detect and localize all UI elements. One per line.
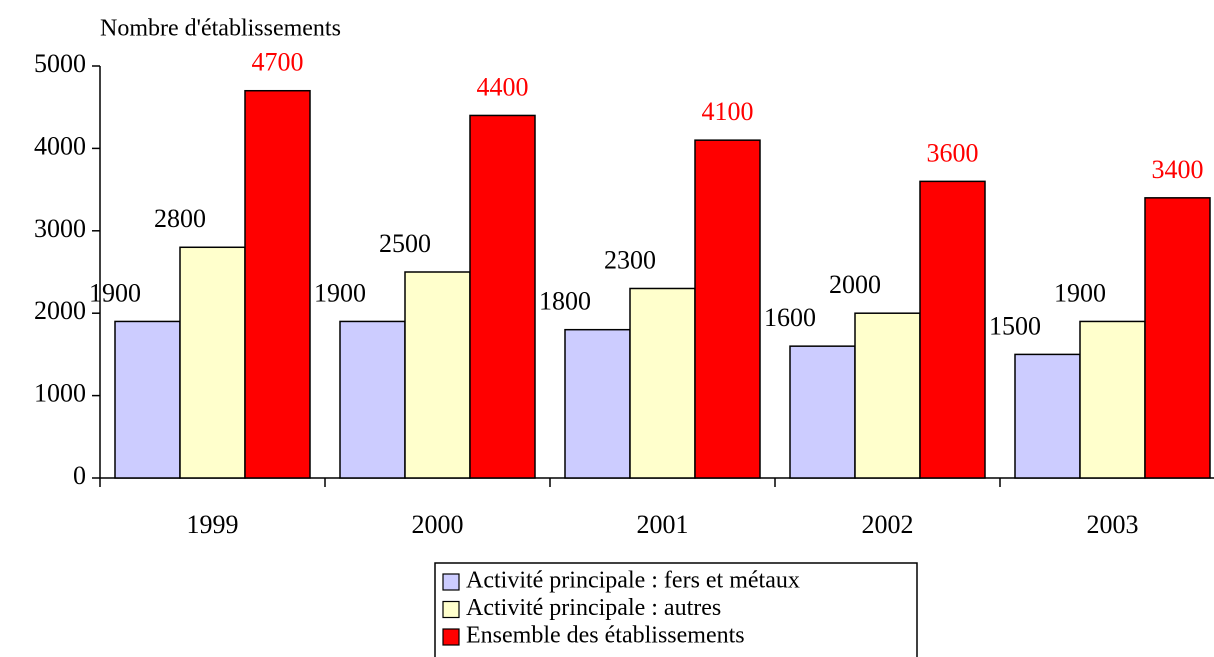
legend-box: [434, 562, 918, 657]
legend-swatch: [442, 573, 460, 591]
data-label: 2300: [604, 245, 656, 274]
legend-label: Ensemble des établissements: [466, 623, 745, 649]
data-label: 1800: [539, 287, 591, 316]
data-label: 1900: [314, 278, 366, 307]
y-tick-label: 3000: [34, 214, 86, 243]
bar: [789, 345, 856, 479]
bar: [1014, 353, 1081, 479]
data-label: 3400: [1152, 155, 1204, 184]
data-label: 3600: [927, 138, 979, 167]
data-label: 1500: [989, 311, 1041, 340]
y-tick-label: 1000: [34, 379, 86, 408]
data-label: 4100: [702, 97, 754, 126]
bar: [629, 287, 696, 479]
legend-label: Activité principale : fers et métaux: [466, 568, 800, 594]
bar: [339, 320, 406, 479]
x-tick-label: 1999: [187, 510, 239, 539]
bar: [179, 246, 246, 479]
y-axis-label: Nombre d'établissements: [100, 16, 341, 42]
legend-label: Activité principale : autres: [466, 595, 721, 621]
y-tick-label: 5000: [34, 49, 86, 78]
y-tick-label: 2000: [34, 296, 86, 325]
x-tick-label: 2000: [412, 510, 464, 539]
data-label: 2500: [379, 229, 431, 258]
bar: [114, 320, 181, 479]
bar: [404, 271, 471, 479]
bar: [1079, 320, 1146, 479]
x-tick-label: 2001: [637, 510, 689, 539]
data-label: 1600: [764, 303, 816, 332]
data-label: 4400: [477, 72, 529, 101]
data-label: 4700: [252, 48, 304, 77]
bar: [694, 139, 761, 479]
x-tick-label: 2003: [1087, 510, 1139, 539]
y-tick-label: 0: [73, 461, 86, 490]
x-tick-label: 2002: [862, 510, 914, 539]
bar: [469, 114, 536, 479]
data-label: 2800: [154, 204, 206, 233]
bar: [564, 328, 631, 479]
data-label: 2000: [829, 270, 881, 299]
legend-swatch: [442, 628, 460, 646]
legend-swatch: [442, 600, 460, 619]
bar: [1144, 197, 1211, 479]
bar: [854, 312, 921, 479]
data-label: 1900: [1054, 278, 1106, 307]
data-label: 1900: [89, 278, 141, 307]
bar: [244, 89, 311, 479]
y-tick-label: 4000: [34, 131, 86, 160]
bar: [919, 180, 986, 479]
